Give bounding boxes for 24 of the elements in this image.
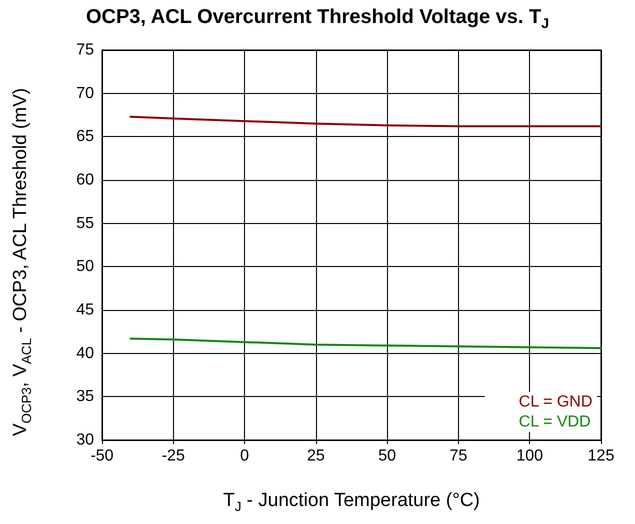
line-series bbox=[130, 338, 602, 350]
x-tick-label: 100 bbox=[516, 448, 544, 464]
y-tick-label: 40 bbox=[76, 344, 94, 362]
x-tick-label: 50 bbox=[378, 448, 396, 464]
x-tick-label: 75 bbox=[450, 448, 468, 464]
y-tick-label: 60 bbox=[76, 172, 94, 188]
x-tick-label: 0 bbox=[240, 448, 250, 464]
y-tick-label: 55 bbox=[76, 214, 94, 232]
x-axis-title: T$_{J}$ - Junction Temperature (°C) bbox=[222, 490, 481, 514]
y-tick-label: 30 bbox=[76, 432, 94, 448]
x-tick-label: 125 bbox=[588, 448, 614, 464]
y-tick-label: 35 bbox=[76, 388, 94, 406]
x-tick-label: 25 bbox=[306, 448, 325, 464]
y-tick-label: 70 bbox=[76, 84, 94, 102]
x-tick-label: -25 bbox=[162, 448, 185, 464]
text: CL = VDD bbox=[518, 414, 591, 430]
y-tick-label: 45 bbox=[76, 302, 94, 318]
y-tick-label: 75 bbox=[76, 42, 94, 58]
line-series bbox=[130, 116, 602, 128]
chart-title: OCP3, ACL Overcurrent Threshold Voltage vs. T$_{J}$ bbox=[84, 6, 550, 31]
y-tick-label: 50 bbox=[76, 258, 94, 276]
y-tick-label: 65 bbox=[76, 128, 94, 146]
x-tick-label: -50 bbox=[90, 448, 114, 464]
text: CL = GND bbox=[518, 394, 592, 410]
